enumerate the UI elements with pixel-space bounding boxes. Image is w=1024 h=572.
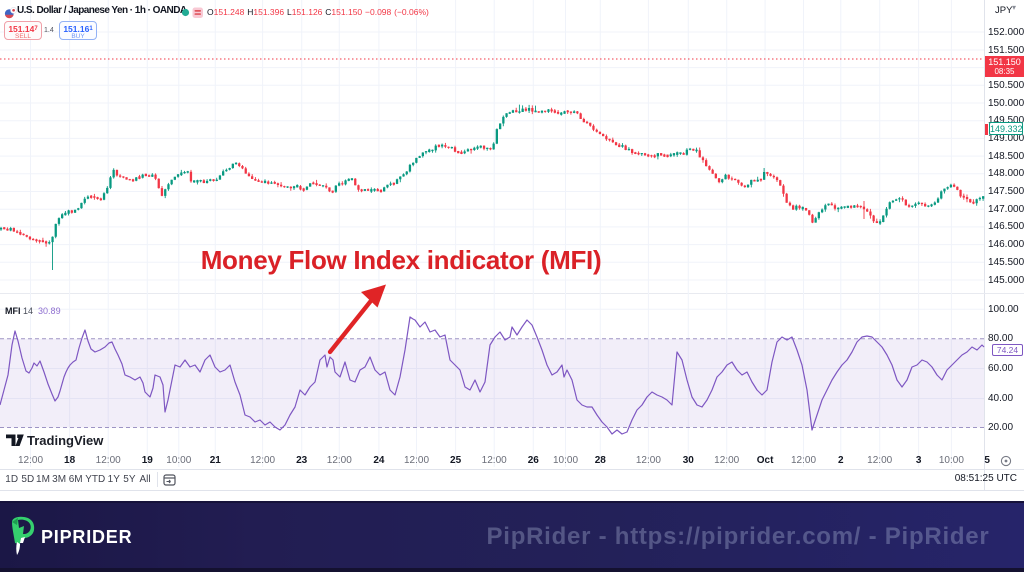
svg-text:TradingView: TradingView — [27, 433, 104, 448]
